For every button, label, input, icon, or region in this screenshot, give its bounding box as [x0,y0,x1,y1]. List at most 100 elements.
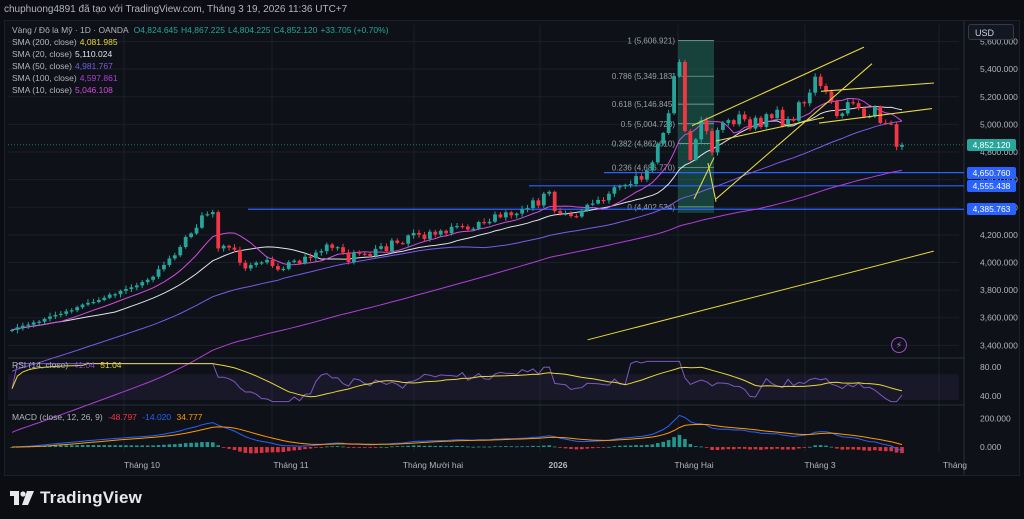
macd-histogram-bar [802,447,807,448]
macd-histogram-bar [721,447,725,450]
candle-body [579,210,584,217]
macd-histogram-bar [645,444,649,448]
macd-histogram-bar [791,447,796,450]
fib-level-label: 0.236 (4,686.770) [612,164,675,173]
macd-histogram-bar [482,446,486,448]
macd-histogram-bar [428,445,432,448]
candle-body [42,318,47,322]
macd-histogram-bar [406,445,410,448]
candle-body [384,246,389,252]
candle-body [759,117,763,127]
candle-body [796,102,801,121]
sma-100-line [11,169,903,433]
price-label: 4,385.763 [967,203,1016,216]
macd-histogram-bar [699,446,704,448]
candle-body [476,222,481,229]
candle-body [721,122,725,130]
macd-histogram-bar [520,446,524,448]
channel-support-line [715,63,873,200]
x-tick-label: Tháng Hai [674,460,713,470]
candle-body [417,232,421,235]
candle-body [710,131,714,153]
macd-histogram-bar [411,445,416,448]
candle-body [590,203,595,205]
candle-body [569,213,573,217]
macd-line-value: -14.020 [142,412,172,422]
flag-lower-line [818,107,933,124]
candle-body [297,260,302,264]
macd-histogram-bar [200,442,204,448]
lightning-icon[interactable]: ⚡ [891,337,907,353]
macd-histogram-bar [650,444,655,448]
macd-histogram-bar [737,447,741,449]
macd-line [11,414,903,452]
macd-histogram-bar [585,447,590,449]
macd-histogram-bar [183,443,188,448]
legend-sma-row: SMA (100, close) 4,597.861 [12,72,118,84]
macd-histogram-bar [384,446,389,448]
sma-value: 5,046.108 [75,85,113,95]
legend-sma-row: SMA (10, close) 5,046.108 [12,84,118,96]
candle-body [780,109,785,127]
price-chart[interactable]: 3,400.000 3,600.000 3,800.000 4,000.000 4,20… [4,20,1020,476]
macd-histogram-bar [569,447,573,449]
macd-histogram-bar [531,445,535,448]
sma-10-line [11,97,903,331]
macd-histogram-bar [818,445,823,448]
candle-body [601,199,606,202]
candle-body [862,108,866,117]
wedge-line [707,162,717,202]
candle-body [330,244,335,248]
candle-body [900,144,904,147]
legend-ohlc-values: O4,824.645 H4,867.225 L4,804.225 C4,852.120… [131,25,389,35]
macd-histogram-bar [618,445,622,448]
candle-body [596,199,600,204]
candle-body [427,231,432,239]
candle-body [840,113,845,116]
macd-histogram-bar [330,446,334,448]
candle-body [379,246,383,249]
macd-histogram-bar [845,447,850,450]
y-tick-label: 4,800.000 [980,147,1018,157]
macd-histogram-bar [69,445,74,448]
macd-histogram-bar [178,443,183,448]
candle-body [324,244,329,252]
candle-body [254,262,259,265]
macd-histogram-bar [797,447,801,449]
macd-histogram-bar [889,447,893,452]
candle-body [563,213,568,215]
candle-body [607,193,611,201]
candle-body [834,101,839,116]
candle-body [737,114,742,125]
macd-histogram-bar [362,447,367,448]
candle-body [151,276,155,280]
macd-histogram-bar [124,445,128,448]
legend-rsi: RSI (14, close) 41.04 51.04 [12,359,122,371]
y-tick-label: 4,000.000 [980,257,1018,267]
candle-body [319,251,324,253]
macd-histogram-bar [341,446,345,448]
macd-histogram-bar [102,445,107,448]
macd-histogram-bar [173,444,177,448]
legend-sma-row: SMA (20, close) 5,110.024 [12,48,118,60]
candle-body [688,131,693,161]
macd-histogram-bar [297,447,302,450]
tradingview-wordmark: TradingView [40,488,143,507]
macd-histogram-bar [390,446,394,448]
macd-histogram-bar [86,445,90,448]
candle-body [286,262,291,269]
candle-body [731,120,736,125]
tradingview-logo[interactable]: TradingView [10,488,142,508]
currency-button[interactable]: USD [968,24,1014,40]
macd-histogram-bar [379,446,383,448]
macd-hist-value: -48.797 [108,412,137,422]
candle-body [210,212,215,215]
candle-body [883,122,888,125]
candle-body [124,289,128,291]
macd-histogram-bar [276,447,280,453]
macd-histogram-bar [693,446,698,448]
candle-body [259,262,264,264]
macd-histogram-bar [590,447,595,449]
sma-value: 4,981.767 [75,61,113,71]
candle-body [314,252,318,259]
